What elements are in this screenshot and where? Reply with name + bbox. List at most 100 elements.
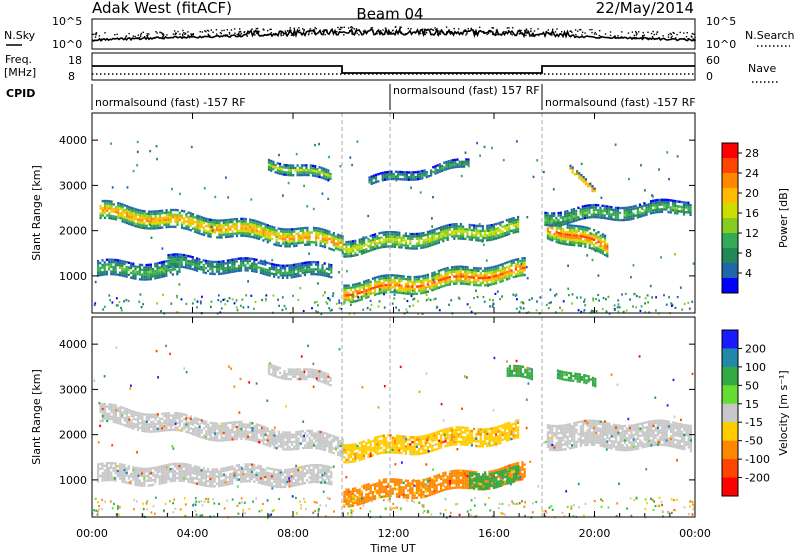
range-cell bbox=[551, 239, 553, 241]
range-cell bbox=[384, 174, 386, 176]
range-cell bbox=[444, 277, 446, 279]
range-cell bbox=[352, 291, 354, 293]
range-cell bbox=[431, 244, 433, 246]
range-cell bbox=[183, 425, 185, 427]
range-cell bbox=[262, 442, 264, 444]
range-cell bbox=[420, 237, 422, 239]
range-cell bbox=[613, 209, 615, 211]
range-cell bbox=[146, 423, 148, 425]
sparse-cell bbox=[633, 264, 635, 266]
range-cell bbox=[422, 280, 424, 282]
range-cell bbox=[324, 231, 326, 233]
noise-cell bbox=[501, 295, 503, 297]
range-cell bbox=[460, 280, 462, 282]
range-cell bbox=[290, 172, 292, 174]
range-cell bbox=[495, 282, 497, 284]
range-cell bbox=[320, 443, 322, 445]
sparse-cell bbox=[412, 290, 414, 292]
noise-search-dot bbox=[367, 31, 368, 32]
range-cell bbox=[168, 223, 170, 225]
noise-cell bbox=[489, 305, 491, 307]
range-cell bbox=[221, 234, 223, 236]
noise-search-dot bbox=[466, 33, 467, 34]
range-cell bbox=[420, 247, 422, 249]
noise-cell bbox=[367, 307, 369, 309]
range-cell bbox=[426, 173, 428, 175]
range-cell bbox=[635, 214, 637, 216]
range-cell bbox=[502, 268, 504, 270]
range-cell bbox=[156, 267, 158, 269]
range-cell bbox=[269, 435, 271, 437]
range-cell bbox=[473, 224, 475, 226]
range-cell bbox=[190, 420, 192, 422]
range-cell bbox=[575, 219, 577, 221]
range-cell bbox=[608, 206, 610, 208]
range-cell bbox=[267, 239, 269, 241]
range-cell bbox=[117, 274, 119, 276]
noise-search-dot bbox=[683, 38, 684, 39]
range-cell bbox=[185, 228, 187, 230]
range-cell bbox=[418, 237, 420, 239]
range-cell bbox=[403, 235, 405, 237]
range-cell bbox=[438, 279, 440, 281]
sparse-cell bbox=[149, 150, 151, 152]
range-cell bbox=[458, 268, 460, 270]
range-cell bbox=[117, 419, 119, 421]
range-cell bbox=[564, 213, 566, 215]
range-cell bbox=[506, 224, 508, 226]
range-cell bbox=[400, 280, 402, 282]
range-cell bbox=[287, 434, 289, 436]
range-cell bbox=[148, 276, 150, 278]
range-cell bbox=[475, 234, 477, 236]
range-cell bbox=[544, 212, 546, 214]
range-cell bbox=[143, 485, 145, 487]
range-cell bbox=[232, 438, 234, 440]
range-cell bbox=[249, 422, 251, 424]
range-cell bbox=[99, 468, 101, 470]
range-cell bbox=[385, 231, 387, 233]
range-cell bbox=[584, 245, 586, 247]
range-cell bbox=[617, 212, 619, 214]
range-cell bbox=[152, 222, 154, 224]
range-cell bbox=[444, 270, 446, 272]
range-cell bbox=[577, 216, 579, 218]
range-cell bbox=[465, 158, 467, 160]
range-cell bbox=[298, 445, 300, 447]
range-cell bbox=[284, 238, 286, 240]
range-cell bbox=[440, 286, 442, 288]
noise-search-dot bbox=[299, 30, 300, 31]
range-cell bbox=[134, 484, 136, 486]
range-cell bbox=[170, 429, 172, 431]
range-cell bbox=[309, 442, 311, 444]
noise-search-dot bbox=[187, 31, 188, 32]
range-cell bbox=[170, 271, 172, 273]
range-cell bbox=[295, 433, 297, 435]
range-cell bbox=[460, 273, 462, 275]
range-cell bbox=[249, 228, 251, 230]
range-cell bbox=[124, 419, 126, 421]
range-cell bbox=[128, 411, 130, 413]
range-cell bbox=[130, 424, 132, 426]
sparse-cell bbox=[363, 236, 365, 238]
range-cell bbox=[288, 274, 290, 276]
range-cell bbox=[260, 434, 262, 436]
range-cell bbox=[643, 214, 645, 216]
range-cell bbox=[517, 258, 519, 260]
range-cell bbox=[322, 441, 324, 443]
range-cell bbox=[606, 213, 608, 215]
range-cell bbox=[166, 419, 168, 421]
range-cell bbox=[298, 447, 300, 449]
range-cell bbox=[106, 271, 108, 273]
range-cell bbox=[243, 225, 245, 227]
noise-search-dot bbox=[520, 31, 521, 32]
range-cell bbox=[408, 176, 410, 178]
range-cell bbox=[278, 235, 280, 237]
range-cell bbox=[316, 175, 318, 177]
range-cell bbox=[115, 409, 117, 411]
noise-search-dot bbox=[605, 33, 606, 34]
range-cell bbox=[236, 428, 238, 430]
range-cell bbox=[359, 292, 361, 294]
range-cell bbox=[212, 432, 214, 434]
range-cell bbox=[210, 223, 212, 225]
range-cell bbox=[409, 288, 411, 290]
